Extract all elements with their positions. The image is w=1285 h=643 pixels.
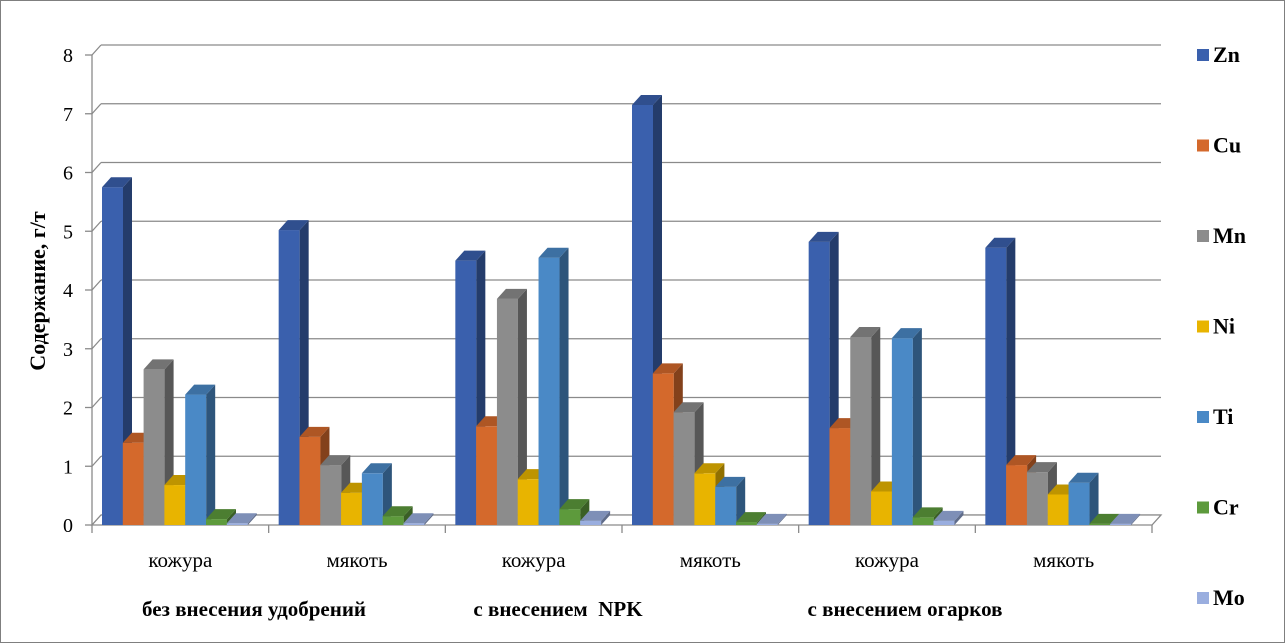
- bar-mo-4: [933, 510, 964, 525]
- bar-ti-3: [715, 476, 746, 525]
- bar-zn-5: [985, 237, 1016, 525]
- y-tick-label: 7: [63, 104, 73, 126]
- bar-cr-1: [382, 506, 413, 525]
- bar-mo-2: [580, 510, 611, 525]
- legend-item-cr: Cr: [1197, 495, 1239, 520]
- bar-ti-5: [1068, 472, 1099, 525]
- legend-swatch: [1197, 592, 1209, 604]
- legend-item-mn: Mn: [1197, 223, 1246, 248]
- gridline-diag: [91, 162, 102, 173]
- legend-item-ti: Ti: [1197, 404, 1233, 429]
- bar-mo-0: [226, 513, 257, 525]
- gridline-diag: [91, 103, 102, 115]
- y-tick-label: 6: [63, 163, 73, 185]
- gridline-diag: [91, 279, 102, 291]
- bar-ti-0: [185, 384, 216, 525]
- gridline-diag: [91, 397, 102, 408]
- gridline-diag: [91, 44, 102, 56]
- legend-swatch: [1197, 501, 1209, 514]
- gridline-diag: [91, 338, 102, 350]
- category-label: кожура: [148, 548, 213, 572]
- group-labels: без внесения удобрений с внесением NPK с в…: [142, 597, 1002, 621]
- category-label: мякоть: [1033, 548, 1094, 572]
- y-tick-labels: 0 1 2 3 4 5 6 7 8: [63, 45, 73, 537]
- y-axis-label: Содержание, г/т: [25, 211, 50, 371]
- category-label: мякоть: [326, 548, 387, 572]
- y-tick-label: 1: [63, 456, 73, 478]
- y-tick-label: 4: [63, 280, 73, 302]
- legend-label: Zn: [1213, 42, 1240, 67]
- legend-item-zn: Zn: [1197, 42, 1240, 67]
- legend-label: Ni: [1213, 314, 1235, 339]
- legend: Zn Cu Mn Ni Ti Cr Mo: [1197, 42, 1246, 610]
- legend-label: Mo: [1213, 585, 1245, 610]
- group-label: с внесением NPK: [473, 597, 643, 621]
- category-label: кожура: [502, 548, 567, 572]
- legend-swatch: [1197, 230, 1209, 242]
- bar-mo-5: [1110, 513, 1141, 525]
- y-tick-label: 5: [63, 221, 73, 243]
- legend-label: Ti: [1213, 404, 1233, 429]
- gridline-diag: [91, 220, 102, 232]
- legend-swatch: [1197, 411, 1209, 423]
- legend-label: Mn: [1213, 223, 1246, 248]
- bar-mn-4: [850, 327, 881, 525]
- bar-mo-3: [756, 513, 787, 525]
- legend-label: Cr: [1213, 495, 1239, 520]
- legend-item-cu: Cu: [1197, 133, 1241, 158]
- bar-ti-4: [891, 328, 922, 525]
- y-tick-label: 3: [63, 339, 73, 361]
- legend-item-mo: Mo: [1197, 585, 1245, 610]
- group-label: без внесения удобрений: [142, 597, 366, 621]
- y-tick-label: 2: [63, 398, 73, 420]
- gridline-diag: [91, 455, 102, 467]
- category-label: кожура: [855, 548, 920, 572]
- bars: [102, 94, 1141, 525]
- y-tick-label: 0: [63, 515, 73, 537]
- legend-item-ni: Ni: [1197, 314, 1235, 339]
- category-labels: кожура мякоть кожура мякоть кожура мякоть: [148, 548, 1094, 572]
- category-label: мякоть: [680, 548, 741, 572]
- legend-swatch: [1197, 320, 1209, 333]
- legend-swatch: [1197, 49, 1209, 61]
- bar-ti-1: [361, 463, 392, 525]
- bar-ti-2: [538, 247, 569, 525]
- bar-cr-2: [559, 499, 590, 525]
- group-label: с внесением огарков: [808, 597, 1003, 621]
- y-tick-label: 8: [63, 45, 73, 67]
- legend-swatch: [1197, 139, 1209, 152]
- bar-mo-1: [403, 513, 434, 525]
- legend-label: Cu: [1213, 133, 1241, 158]
- bar-mn-2: [496, 288, 527, 525]
